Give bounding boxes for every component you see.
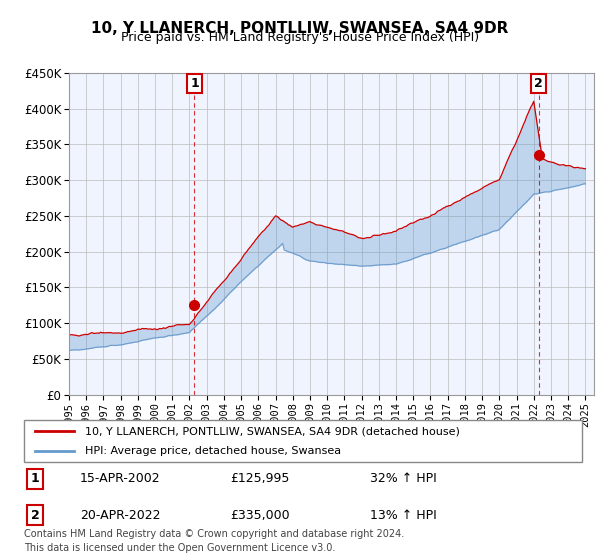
Text: 13% ↑ HPI: 13% ↑ HPI xyxy=(370,508,437,521)
Text: 2: 2 xyxy=(31,508,40,521)
Text: Contains HM Land Registry data © Crown copyright and database right 2024.
This d: Contains HM Land Registry data © Crown c… xyxy=(24,529,404,553)
Text: 20-APR-2022: 20-APR-2022 xyxy=(80,508,160,521)
Text: 10, Y LLANERCH, PONTLLIW, SWANSEA, SA4 9DR: 10, Y LLANERCH, PONTLLIW, SWANSEA, SA4 9… xyxy=(91,21,509,36)
FancyBboxPatch shape xyxy=(24,420,582,462)
Text: 15-APR-2002: 15-APR-2002 xyxy=(80,473,160,486)
Text: 1: 1 xyxy=(31,473,40,486)
Text: £125,995: £125,995 xyxy=(230,473,290,486)
Text: HPI: Average price, detached house, Swansea: HPI: Average price, detached house, Swan… xyxy=(85,446,341,456)
Text: 2: 2 xyxy=(535,77,543,90)
Text: £335,000: £335,000 xyxy=(230,508,290,521)
Text: Price paid vs. HM Land Registry's House Price Index (HPI): Price paid vs. HM Land Registry's House … xyxy=(121,31,479,44)
Text: 10, Y LLANERCH, PONTLLIW, SWANSEA, SA4 9DR (detached house): 10, Y LLANERCH, PONTLLIW, SWANSEA, SA4 9… xyxy=(85,426,460,436)
Text: 32% ↑ HPI: 32% ↑ HPI xyxy=(370,473,437,486)
Text: 1: 1 xyxy=(190,77,199,90)
